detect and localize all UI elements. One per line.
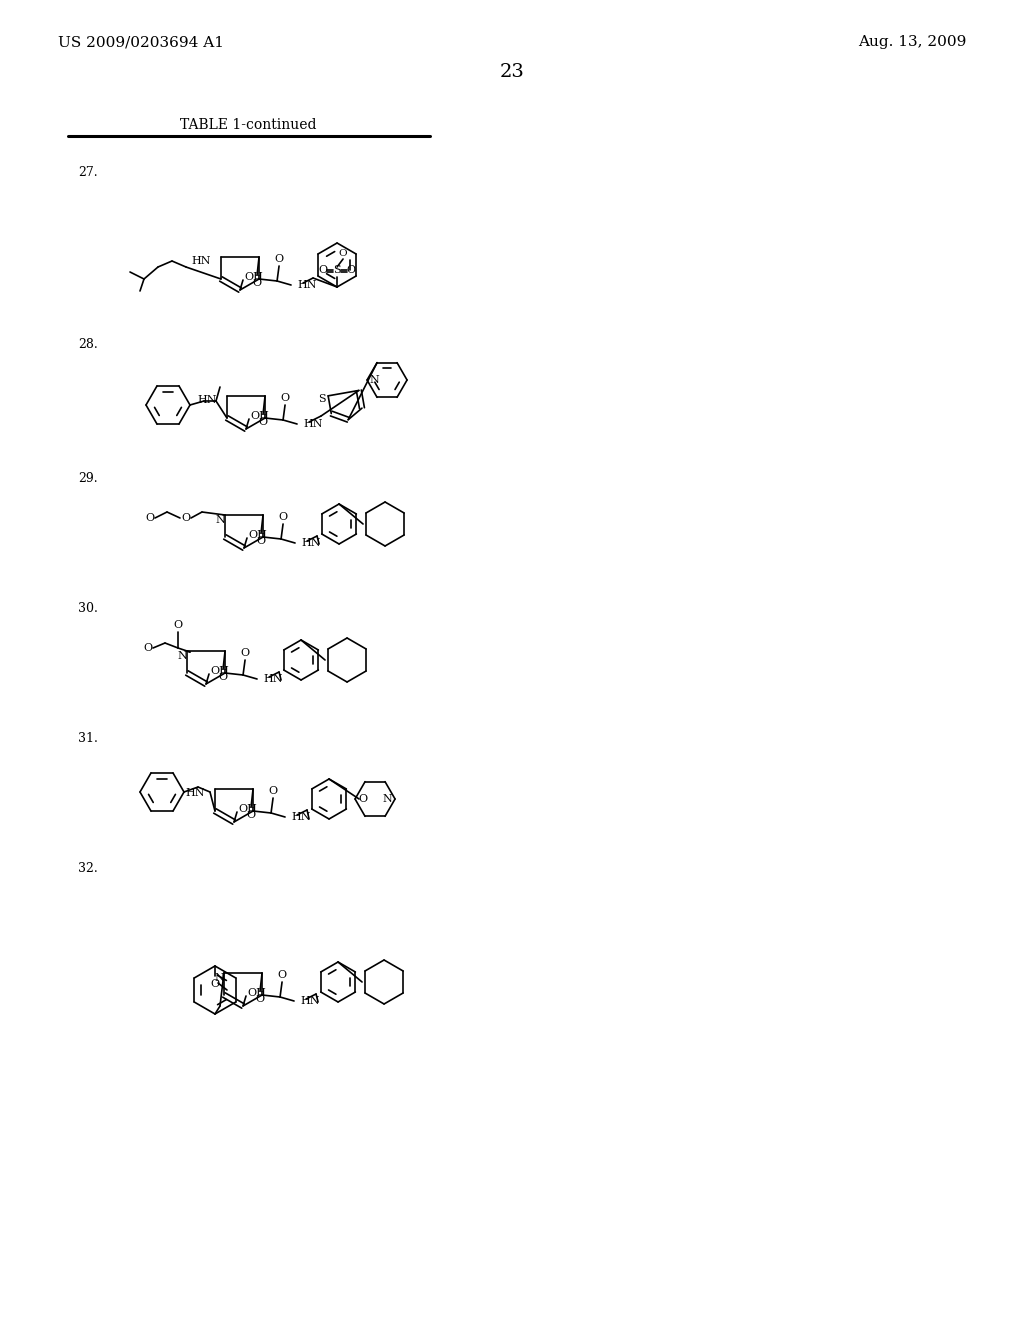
- Text: O: O: [268, 785, 278, 796]
- Text: US 2009/0203694 A1: US 2009/0203694 A1: [58, 36, 224, 49]
- Text: HN: HN: [198, 395, 217, 405]
- Text: N: N: [215, 515, 225, 525]
- Text: O: O: [143, 643, 153, 653]
- Text: O: O: [258, 417, 267, 426]
- Text: O: O: [256, 536, 265, 546]
- Text: HN: HN: [300, 997, 319, 1006]
- Text: N: N: [382, 795, 392, 804]
- Text: OH: OH: [244, 272, 263, 282]
- Text: N: N: [214, 973, 224, 983]
- Text: O: O: [256, 994, 264, 1005]
- Text: 27.: 27.: [78, 166, 97, 180]
- Text: 23: 23: [500, 63, 524, 81]
- Text: 29.: 29.: [78, 471, 97, 484]
- Text: HN: HN: [291, 812, 310, 822]
- Text: O: O: [278, 970, 287, 979]
- Text: 30.: 30.: [78, 602, 98, 615]
- Text: HN: HN: [301, 539, 321, 548]
- Text: 32.: 32.: [78, 862, 97, 874]
- Text: O: O: [181, 513, 190, 523]
- Text: O: O: [274, 253, 284, 264]
- Text: S: S: [333, 265, 341, 275]
- Text: S: S: [318, 393, 326, 404]
- Text: OH: OH: [250, 411, 269, 421]
- Text: N: N: [177, 651, 186, 661]
- Text: OH: OH: [247, 987, 266, 998]
- Text: O: O: [145, 513, 155, 523]
- Text: OH: OH: [238, 804, 257, 814]
- Text: O: O: [358, 795, 368, 804]
- Text: O: O: [247, 810, 256, 820]
- Text: O: O: [253, 279, 261, 288]
- Text: HN: HN: [263, 675, 283, 684]
- Text: OH: OH: [248, 531, 267, 540]
- Text: Aug. 13, 2009: Aug. 13, 2009: [858, 36, 966, 49]
- Text: O: O: [339, 249, 347, 259]
- Text: N: N: [370, 375, 379, 385]
- Text: O: O: [211, 979, 219, 989]
- Text: HN: HN: [185, 788, 205, 799]
- Text: 28.: 28.: [78, 338, 97, 351]
- Text: O: O: [173, 620, 182, 630]
- Text: HN: HN: [303, 418, 323, 429]
- Text: HN: HN: [191, 256, 211, 267]
- Text: O: O: [218, 672, 227, 682]
- Text: O: O: [279, 512, 288, 521]
- Text: O: O: [241, 648, 250, 657]
- Text: OH: OH: [210, 667, 229, 676]
- Text: TABLE 1-continued: TABLE 1-continued: [180, 117, 316, 132]
- Text: O: O: [318, 265, 328, 275]
- Text: O: O: [346, 265, 355, 275]
- Text: O: O: [281, 393, 290, 403]
- Text: HN: HN: [297, 280, 316, 290]
- Text: 31.: 31.: [78, 731, 98, 744]
